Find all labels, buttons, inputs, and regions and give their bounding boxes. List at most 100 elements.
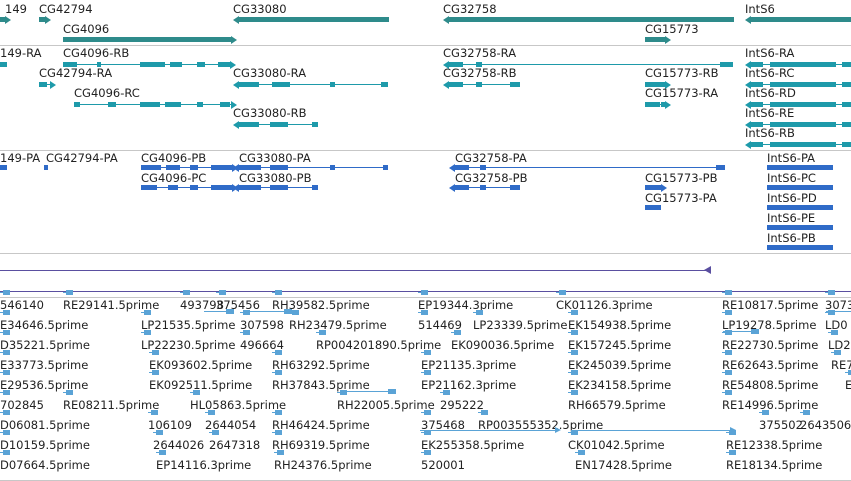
mrna-ints6-exon[interactable] <box>770 142 836 147</box>
cdna-feature-label[interactable]: 496664 <box>240 338 284 352</box>
cdna-intron-line[interactable] <box>726 432 729 433</box>
mrna-cg32758-ra-exon[interactable] <box>476 62 482 67</box>
cdna-intron-line[interactable] <box>205 412 208 413</box>
cdna-intron-line[interactable] <box>800 412 803 413</box>
cdna-intron-line[interactable] <box>141 312 144 313</box>
cdna-exon[interactable] <box>725 310 732 315</box>
mrna-cg4096-rb-exon[interactable] <box>97 62 101 67</box>
cdna-exon[interactable] <box>571 350 578 355</box>
cdna-exon[interactable] <box>3 330 10 335</box>
protein-cg4096-pc-exon[interactable] <box>168 185 178 190</box>
cdna-intron-line[interactable] <box>421 452 424 453</box>
proteins-feature-label[interactable]: CG15773-PB <box>645 171 718 185</box>
cdna-intron-line[interactable] <box>828 332 831 333</box>
mrna-cg32758-ra-exon[interactable] <box>449 62 463 67</box>
cdna-exon[interactable] <box>208 410 215 415</box>
cdna-exon[interactable] <box>571 310 578 315</box>
mrna-ints6-exon[interactable] <box>842 142 851 147</box>
genes-feature-label[interactable]: IntS6 <box>745 2 775 16</box>
cdna-exon[interactable] <box>751 329 759 334</box>
cdna-exon[interactable] <box>226 309 234 314</box>
genes-feature-label[interactable]: 149 <box>5 2 27 16</box>
protein-exon[interactable] <box>0 165 7 170</box>
cdna-intron-line[interactable] <box>0 372 3 373</box>
proteins-feature-label[interactable]: IntS6-PE <box>767 211 816 225</box>
cdna-intron-line[interactable] <box>722 332 725 333</box>
cdna-exon[interactable] <box>443 390 450 395</box>
cdna-feature-label[interactable]: E <box>845 378 851 392</box>
cdna-feature-label[interactable]: RE10817.5prime <box>722 298 819 312</box>
cdna-exon[interactable] <box>3 390 10 395</box>
cdna-intron-line[interactable] <box>272 352 275 353</box>
transcripts-feature-label[interactable]: 149-RA <box>0 46 42 60</box>
cdna-feature-label[interactable]: EP14116.3prime <box>156 458 252 472</box>
cdna-intron-line[interactable] <box>272 412 275 413</box>
cdna-exon[interactable] <box>725 390 732 395</box>
cdna-intron-line[interactable] <box>316 332 319 333</box>
cdna-intron-line[interactable] <box>190 392 193 393</box>
cdna-exon[interactable] <box>3 370 10 375</box>
transcripts-feature-label[interactable]: IntS6-RE <box>745 106 795 120</box>
cdna-exon[interactable] <box>275 290 282 295</box>
cdna-feature-label[interactable]: EK154938.5prime <box>568 318 672 332</box>
cdna-feature-label[interactable]: 2644026 <box>153 438 205 452</box>
cdna-exon[interactable] <box>159 450 166 455</box>
transcripts-feature-label[interactable]: CG33080-RB <box>233 106 307 120</box>
mrna-exon[interactable] <box>0 62 7 67</box>
cdna-feature-label[interactable]: 375468 <box>421 418 465 432</box>
mrna-cg15773-ra-exon[interactable] <box>645 102 660 107</box>
cdna-intron-line[interactable] <box>63 392 66 393</box>
cdna-intron-line[interactable] <box>831 352 834 353</box>
mrna-cg4096-rb-exon[interactable] <box>140 62 165 67</box>
cdna-intron-line[interactable] <box>0 352 3 353</box>
cdna-intron-line[interactable] <box>556 292 559 293</box>
cdna-exon[interactable] <box>183 290 190 295</box>
cdna-exon[interactable] <box>848 370 851 375</box>
protein-cg33080-pa-exon[interactable] <box>330 165 335 170</box>
cdna-exon[interactable] <box>284 309 292 314</box>
cdna-exon[interactable] <box>275 430 282 435</box>
mrna-ints6-exon[interactable] <box>842 122 851 127</box>
cdna-intron-line[interactable] <box>722 372 725 373</box>
gene-bar[interactable] <box>751 17 851 22</box>
cdna-exon[interactable] <box>3 450 10 455</box>
transcripts-feature-label[interactable]: IntS6-RB <box>745 126 795 140</box>
genes-feature-label[interactable]: CG32758 <box>443 2 497 16</box>
cdna-exon[interactable] <box>828 310 835 315</box>
cdna-feature-label[interactable]: RH66579.5prime <box>568 398 666 412</box>
cdna-exon[interactable] <box>3 290 10 295</box>
transcripts-feature-label[interactable]: CG32758-RB <box>443 66 517 80</box>
cdna-exon[interactable] <box>275 410 282 415</box>
cdna-intron-line[interactable] <box>204 311 226 312</box>
cdna-feature-label[interactable]: RE7 <box>831 358 851 372</box>
cdna-intron-line[interactable] <box>149 372 152 373</box>
transcripts-feature-label[interactable]: CG42794-RA <box>39 66 113 80</box>
mrna-cg4096-rc-exon[interactable] <box>197 102 203 107</box>
cdna-exon[interactable] <box>725 330 732 335</box>
mrna-cg33080-rb-exon[interactable] <box>239 122 259 127</box>
mrna-cg4096-rc-exon[interactable] <box>165 102 181 107</box>
cdna-exon[interactable] <box>803 410 810 415</box>
protein-cg4096-pc-exon[interactable] <box>141 185 157 190</box>
cdna-intron-line[interactable] <box>149 352 152 353</box>
proteins-feature-label[interactable]: CG33080-PA <box>239 151 311 165</box>
mrna-ints6-exon[interactable] <box>751 102 763 107</box>
cdna-intron-line[interactable] <box>568 352 571 353</box>
cdna-feature-label[interactable]: RH63292.5prime <box>272 358 370 372</box>
cdna-intron-line[interactable] <box>726 452 729 453</box>
cdna-intron-line[interactable] <box>420 430 555 431</box>
transcripts-feature-label[interactable]: CG4096-RB <box>63 46 130 60</box>
cdna-intron-line[interactable] <box>418 312 421 313</box>
cdna-intron-line[interactable] <box>568 312 571 313</box>
proteins-feature-label[interactable]: CG32758-PB <box>455 171 528 185</box>
cdna-intron-line[interactable] <box>272 372 275 373</box>
cdna-exon[interactable] <box>424 450 431 455</box>
mrna-cg15773-ra-exon[interactable] <box>661 102 666 107</box>
proteins-feature-label[interactable]: IntS6-PC <box>767 171 816 185</box>
protein-cg33080-pb-exon[interactable] <box>312 185 318 190</box>
cdna-intron-line[interactable] <box>0 392 3 393</box>
genes-feature-label[interactable]: CG42794 <box>39 2 93 16</box>
cdna-exon[interactable] <box>834 350 841 355</box>
cdna-feature-label[interactable]: LD0 <box>825 318 848 332</box>
gene-bar[interactable] <box>63 37 231 42</box>
